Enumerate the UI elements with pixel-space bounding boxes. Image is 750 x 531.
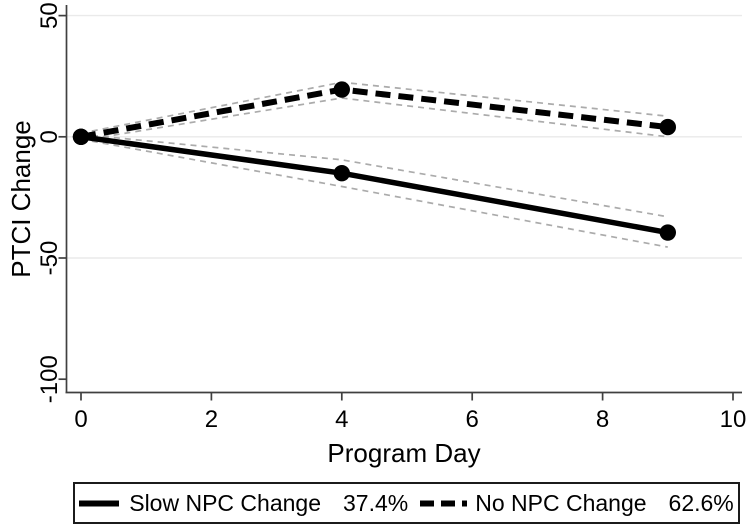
x-tick-label: 8 [596,406,609,433]
legend-value: 37.4% [343,489,409,516]
legend-label: No NPC Change [475,489,647,516]
x-tick-label: 10 [720,406,747,433]
axes: 50 0 -50 -100 0 2 4 6 8 10 [36,2,746,433]
data-point-marker [333,81,350,98]
y-tick-label: 0 [36,130,63,143]
y-tick-label: -100 [36,355,63,403]
y-tick-label: 50 [36,2,63,29]
x-tick-label: 4 [335,406,348,433]
dashed-line-swatch-icon [420,499,468,507]
x-axis-title: Program Day [327,438,480,468]
data-point-marker [659,118,676,136]
dashed-series-line [80,86,669,140]
confidence-interval-lines [80,81,668,248]
ci-lower-line [80,138,668,248]
legend-entry-no-npc-change: No NPC Change 62.6% [408,490,734,517]
ci-lower-line [80,97,668,142]
y-tick-label: -50 [36,241,63,276]
legend-label: Slow NPC Change [129,489,321,516]
data-point-marker [659,224,676,241]
legend: Slow NPC Change 37.4% No NPC Change 62.6… [73,482,740,524]
solid-line-swatch-icon [79,499,120,507]
line-chart: 50 0 -50 -100 0 2 4 6 8 10 Program Day PTCI Chang… [6,2,746,468]
y-axis-title: PTCI Change [6,120,36,278]
legend-value: 62.6% [668,489,734,516]
data-point-marker [72,128,90,145]
gridlines [66,14,742,259]
data-point-marker [333,164,350,182]
series-lines [72,81,676,241]
x-tick-label: 6 [466,406,479,433]
x-tick-label: 2 [205,406,218,433]
solid-series-line [80,134,669,236]
x-tick-label: 0 [74,406,87,433]
legend-entry-slow-npc-change: Slow NPC Change 37.4% [79,490,408,517]
